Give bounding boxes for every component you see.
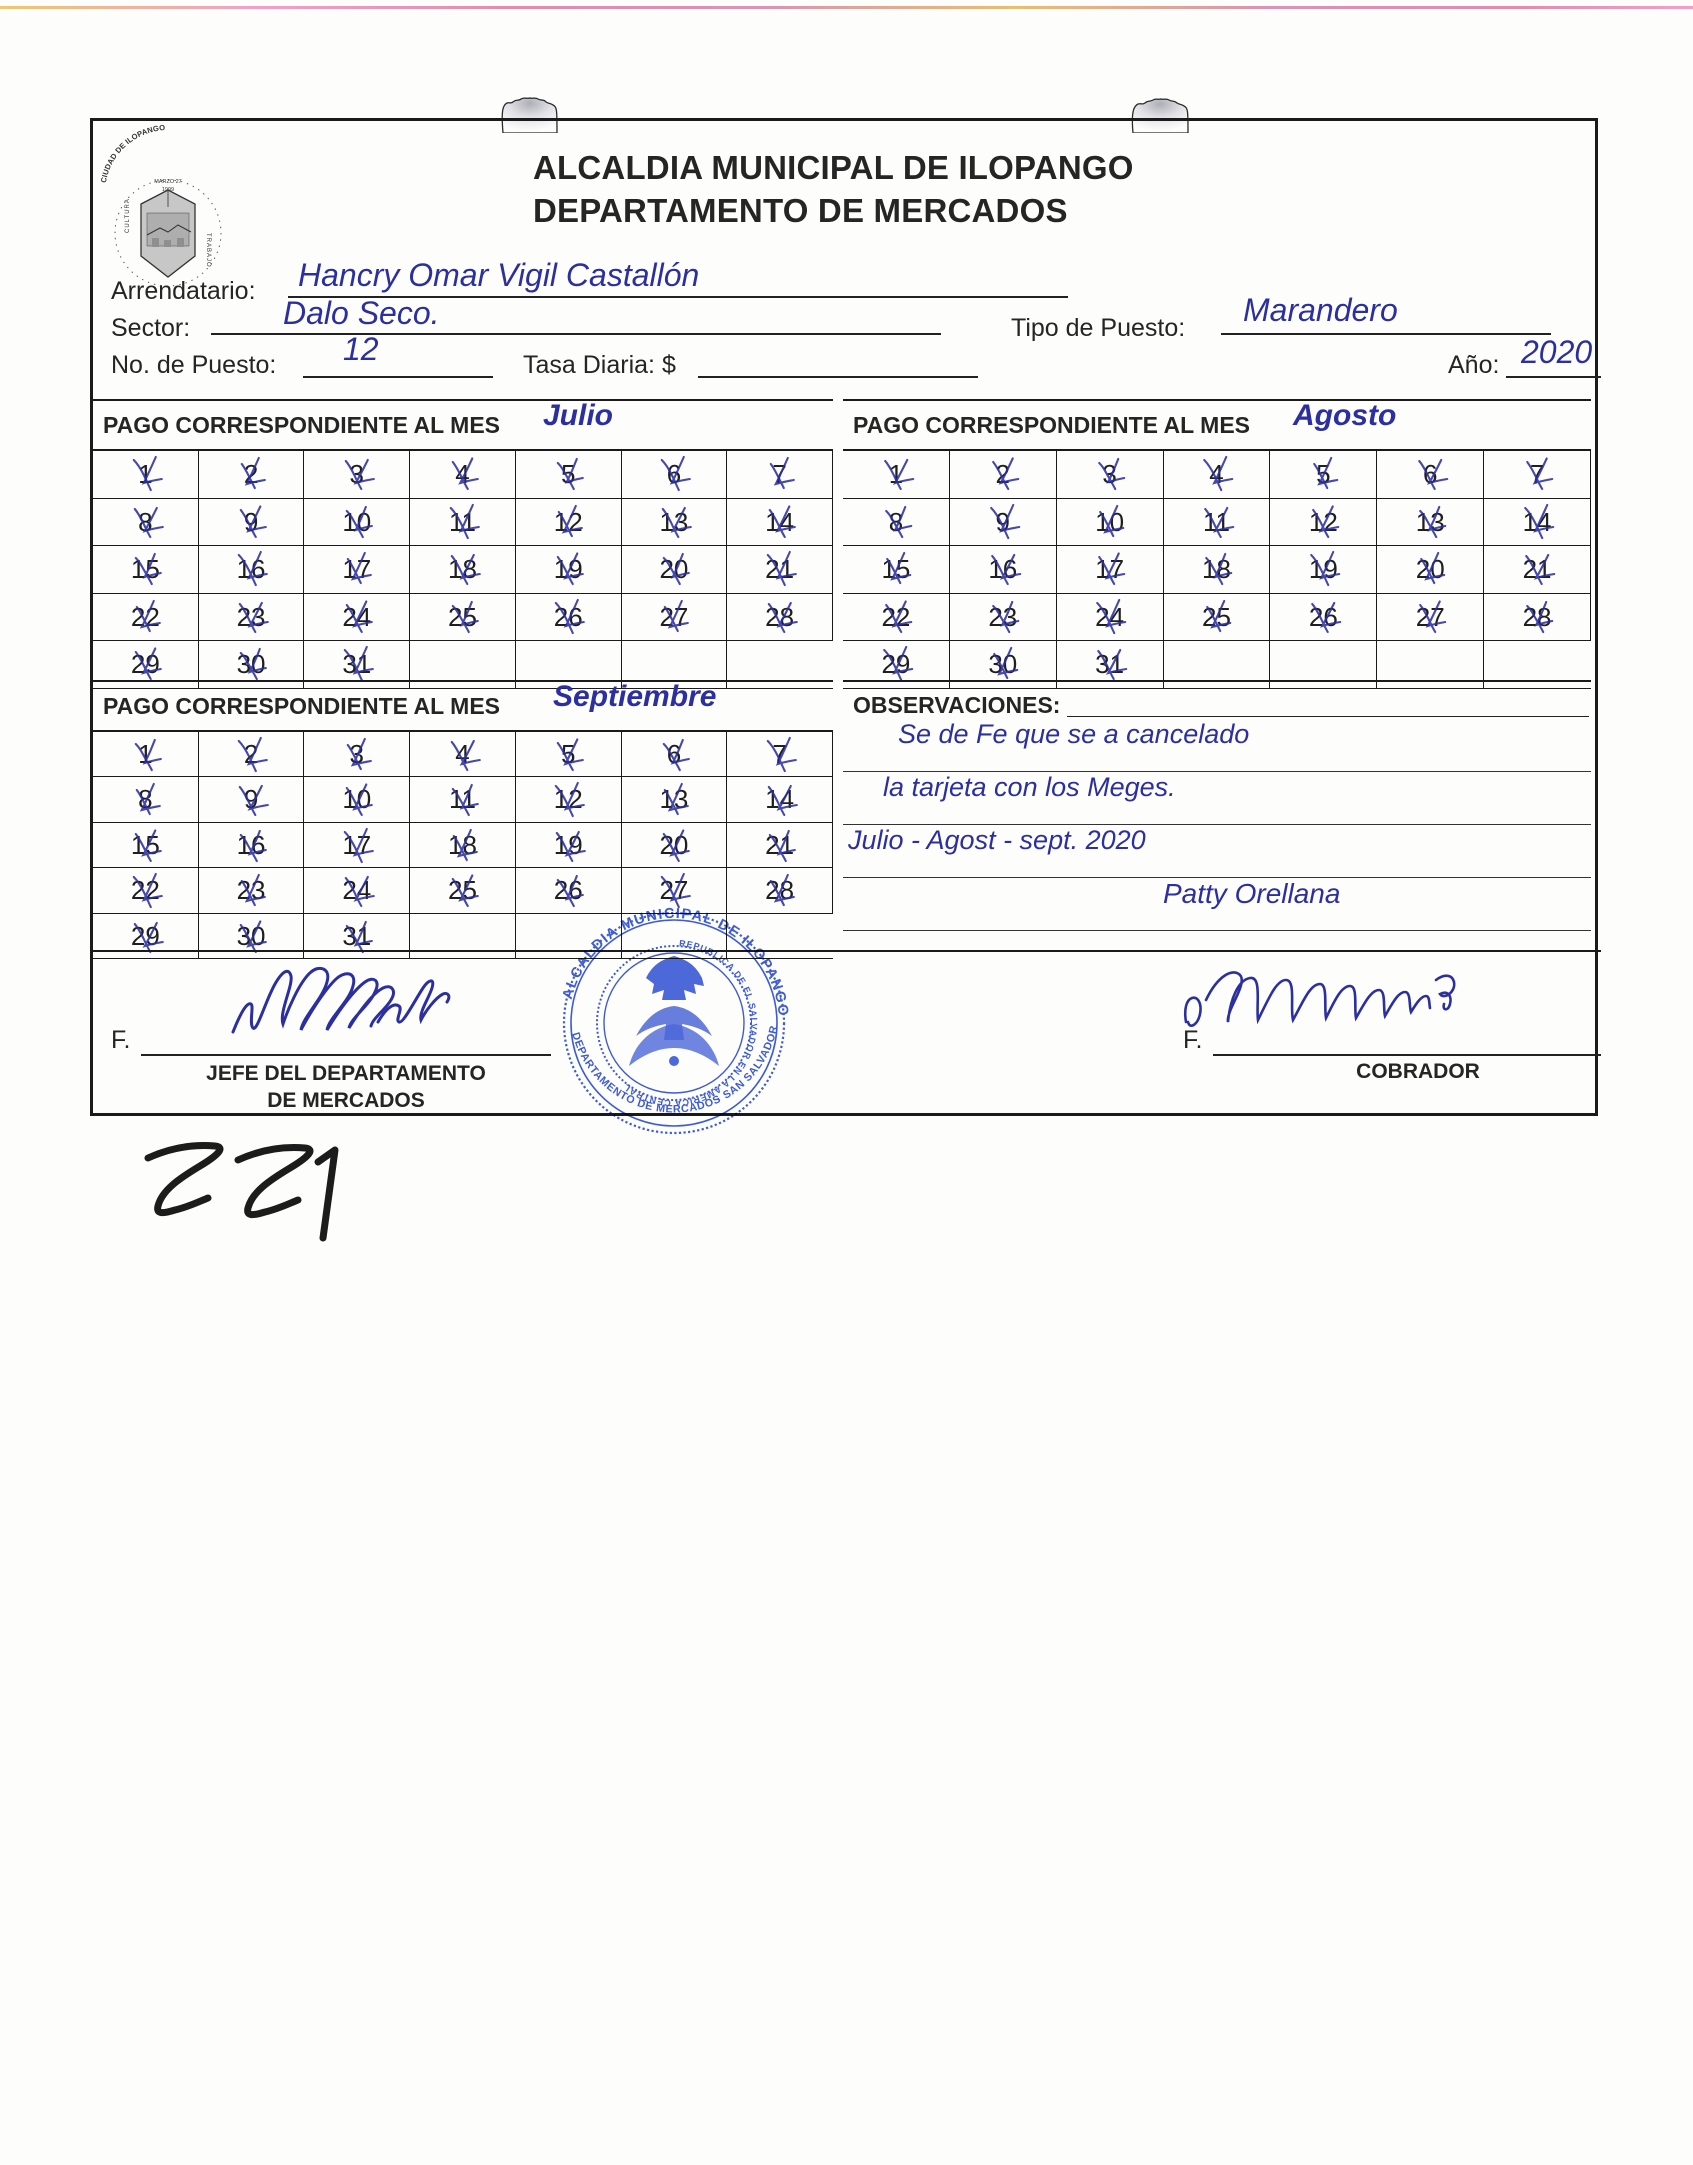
svg-text:· SAN SALVADOR ·: · SAN SALVADOR ·	[549, 898, 780, 1105]
svg-text:TRABAJO: TRABAJO	[205, 233, 211, 268]
svg-text:MARZO 27: MARZO 27	[154, 179, 182, 185]
svg-text:CULTURA: CULTURA	[125, 198, 131, 233]
svg-text:CIUDAD DE ILOPANGO: CIUDAD DE ILOPANGO	[99, 123, 166, 184]
